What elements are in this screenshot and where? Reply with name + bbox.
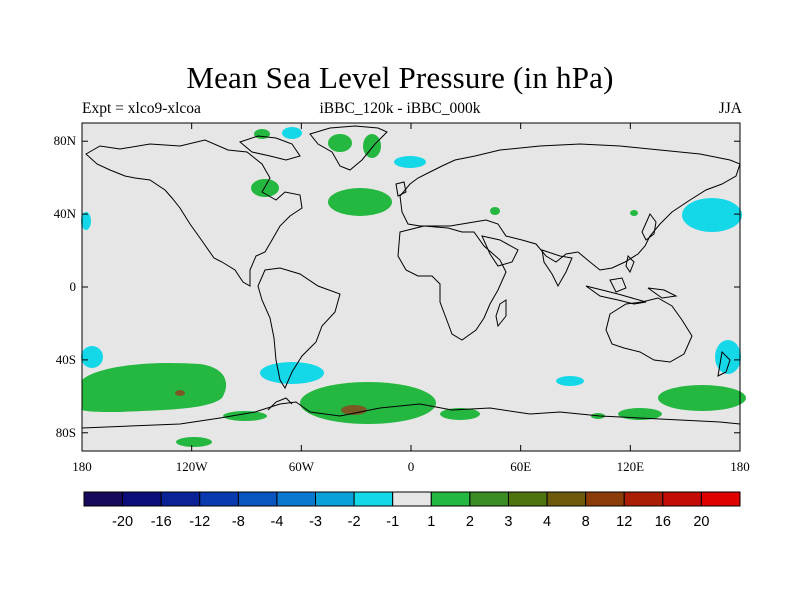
colorbar-label: -16 xyxy=(151,514,172,530)
region-pos-south-indian xyxy=(440,408,480,420)
colorbar-swatch xyxy=(623,491,664,507)
region-pos-hudson xyxy=(251,179,279,197)
coast-antarctica xyxy=(81,401,741,429)
colorbar-label: -4 xyxy=(270,514,283,530)
lat-tick-label: 40S xyxy=(56,352,76,367)
coastlines xyxy=(81,125,741,429)
region-pos-antarctic-1 xyxy=(223,411,267,421)
region-pos-south-pacific xyxy=(82,362,227,412)
coast-eurasia xyxy=(399,143,741,271)
lon-tick-label: 60W xyxy=(289,459,315,474)
region-pos-north-atlantic xyxy=(328,188,392,216)
lon-tick-label: 0 xyxy=(408,459,415,474)
region-pos-greenland-east xyxy=(363,134,381,158)
coast-antarctic-peninsula xyxy=(267,397,293,411)
coast-uk xyxy=(395,181,407,197)
coast-australia xyxy=(605,297,693,363)
region-neg-greenland xyxy=(282,127,302,139)
lat-tick-label: 40N xyxy=(54,206,77,221)
region-pos-black-sea xyxy=(490,207,500,215)
colorbar-label: 16 xyxy=(655,514,671,530)
region-neg-south-pacific-edge xyxy=(81,346,103,368)
coast-arabia xyxy=(481,235,519,267)
coast-india xyxy=(541,249,573,288)
colorbar-swatch xyxy=(700,491,741,507)
lon-tick-label: 180 xyxy=(730,459,750,474)
region-neg-arctic xyxy=(394,156,426,168)
coast-greenland xyxy=(309,125,388,171)
colorbar-swatch xyxy=(546,491,587,507)
longitude-axis: 180 120W 60W 0 60E 120E 180 xyxy=(72,123,750,474)
coast-philippines xyxy=(625,254,635,274)
strong-positive-regions xyxy=(175,390,367,415)
colorbar-swatch xyxy=(315,491,355,507)
colorbar-swatch xyxy=(507,491,548,507)
colorbar-swatch xyxy=(83,491,124,507)
colorbar-label: 3 xyxy=(504,514,512,530)
colorbar-swatch xyxy=(276,491,317,507)
colorbar-swatch xyxy=(585,491,625,507)
lon-tick-label: 180 xyxy=(72,459,92,474)
region-neg-sw-pacific-edge xyxy=(715,340,741,374)
coast-north-america xyxy=(85,139,303,287)
region-pos-sw-pacific xyxy=(658,385,746,411)
coast-madagascar xyxy=(495,299,507,328)
region-pos-japan xyxy=(630,210,638,216)
region-pos-ross xyxy=(176,437,212,447)
positive-anomaly-regions xyxy=(82,129,746,447)
region-neg-nw-pacific xyxy=(682,198,742,232)
difference-label: iBBC_120k - iBBC_000k xyxy=(319,100,481,117)
experiment-label: Expt = xlco9-xlcoa xyxy=(82,100,201,117)
coast-new-zealand xyxy=(717,350,731,377)
colorbar-label: 2 xyxy=(466,514,474,530)
colorbar-swatch xyxy=(353,491,394,507)
colorbar-swatch xyxy=(469,491,509,507)
negative-anomaly-regions xyxy=(81,127,742,386)
colorbar-label: -3 xyxy=(309,514,322,530)
lon-tick-label: 60E xyxy=(510,459,531,474)
colorbar-labels: -20 -16 -12 -8 -4 -3 -2 -1 1 2 3 4 8 12 16 20 xyxy=(112,514,709,530)
colorbar-swatch xyxy=(122,491,162,507)
coast-borneo xyxy=(609,277,627,293)
colorbar-label: 8 xyxy=(582,514,590,530)
colorbar-label: 20 xyxy=(693,514,709,530)
colorbar-swatch xyxy=(430,491,471,507)
latitude-axis: 80N 40N 0 40S 80S xyxy=(54,133,740,440)
colorbar-label: 4 xyxy=(543,514,551,530)
lat-tick-label: 80N xyxy=(54,133,77,148)
colorbar-label: 12 xyxy=(616,514,632,530)
region-neg-ne-pacific-edge xyxy=(81,212,91,230)
colorbar-swatch xyxy=(160,491,201,507)
coast-africa xyxy=(397,225,507,341)
region-pos-greenland xyxy=(328,134,352,152)
region-pos-south-atlantic xyxy=(300,382,436,424)
colorbar-swatch xyxy=(199,491,239,507)
coast-indonesia xyxy=(585,285,647,305)
region-neg-south-indian xyxy=(556,376,584,386)
colorbar-label: -8 xyxy=(232,514,245,530)
colorbar-label: -12 xyxy=(189,514,210,530)
region-strong-south-atlantic xyxy=(341,405,367,415)
coast-japan xyxy=(641,213,657,241)
colorbar-label: -20 xyxy=(112,514,133,530)
coast-new-guinea xyxy=(647,287,678,299)
season-label: JJA xyxy=(718,100,742,117)
region-strong-south-pacific xyxy=(175,390,185,396)
colorbar-swatch xyxy=(392,491,432,507)
colorbar-swatch xyxy=(237,491,278,507)
lon-tick-label: 120E xyxy=(617,459,645,474)
chart-title: Mean Sea Level Pressure (in hPa) xyxy=(186,60,614,95)
coast-south-america xyxy=(257,267,341,390)
coast-arctic-islands xyxy=(238,135,301,161)
lon-tick-label: 120W xyxy=(176,459,209,474)
lat-tick-label: 0 xyxy=(70,279,77,294)
colorbar-label: 1 xyxy=(427,514,435,530)
colorbar-swatch xyxy=(662,491,702,507)
colorbar-label: -1 xyxy=(386,514,399,530)
lat-tick-label: 80S xyxy=(56,425,76,440)
colorbar-label: -2 xyxy=(348,514,361,530)
colorbar xyxy=(83,491,741,507)
